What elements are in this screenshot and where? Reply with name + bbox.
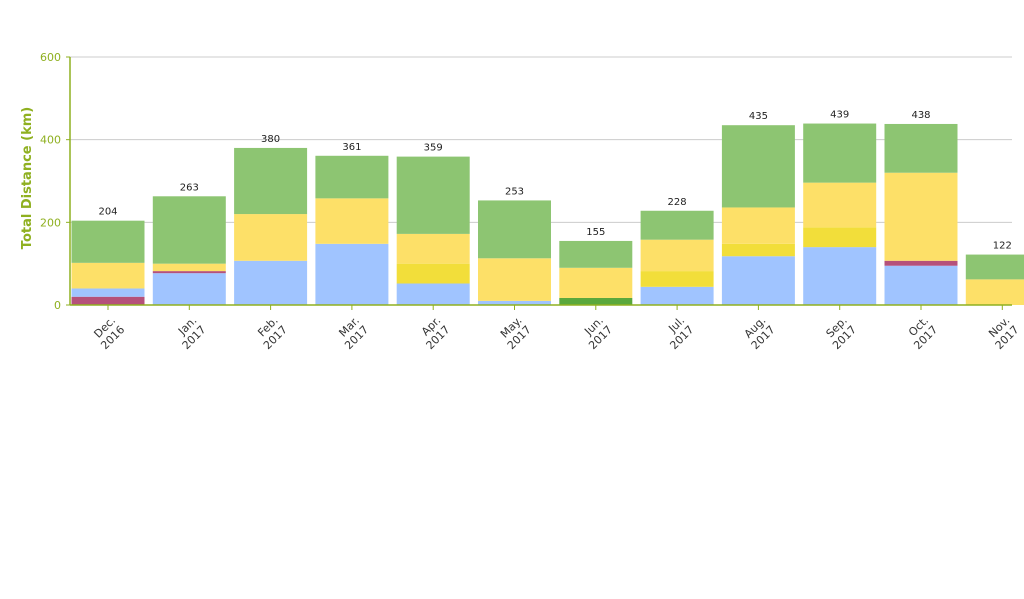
bar-segment[interactable] — [234, 214, 307, 261]
bar-segment[interactable] — [641, 211, 714, 240]
bar-segment[interactable] — [72, 263, 145, 289]
bar-segment[interactable] — [397, 264, 470, 284]
x-tick-label: Oct.2017 — [902, 314, 940, 352]
x-tick-label: Mar.2017 — [333, 314, 371, 352]
bar-segment[interactable] — [722, 244, 795, 256]
bar-segment[interactable] — [315, 156, 388, 199]
bar-total-label: 438 — [911, 110, 930, 121]
x-tick-labels: Dec.2016 Jan.2017 Feb.2017 Mar.2017 Apr.2017… — [89, 305, 1021, 352]
bar-segment[interactable] — [966, 255, 1024, 280]
x-tick-label: Aug.2017 — [740, 314, 778, 352]
bar-segment[interactable] — [153, 271, 226, 273]
bar-segment[interactable] — [885, 124, 958, 173]
bar-segment[interactable] — [234, 148, 307, 214]
bar-segment[interactable] — [478, 200, 551, 258]
bar-segment[interactable] — [72, 221, 145, 263]
x-tick-label: Feb.2017 — [252, 314, 290, 352]
y-tick-labels: 0 200 400 600 — [40, 51, 61, 312]
y-tick-label: 400 — [40, 134, 61, 147]
bar-total-label: 435 — [749, 111, 768, 122]
bar-segment[interactable] — [315, 244, 388, 305]
bar-segment[interactable] — [641, 240, 714, 271]
bar-total-label: 204 — [98, 207, 117, 218]
bar-total-label: 263 — [180, 182, 199, 193]
x-tick-label: Sep.2017 — [821, 314, 859, 352]
bar-segment[interactable] — [885, 266, 958, 305]
x-tick-label: May.2017 — [496, 314, 534, 352]
bar-total-label: 228 — [668, 197, 687, 208]
bar-segment[interactable] — [885, 261, 958, 266]
bar-segment[interactable] — [153, 264, 226, 271]
bar-segment[interactable] — [478, 258, 551, 301]
y-tick-label: 200 — [40, 216, 61, 229]
bar-segment[interactable] — [559, 298, 632, 305]
bars — [72, 124, 1024, 305]
bar-total-label: 359 — [424, 143, 443, 154]
y-tick-label: 600 — [40, 51, 61, 64]
bar-segment[interactable] — [153, 273, 226, 305]
bar-segment[interactable] — [803, 227, 876, 247]
bar-segment[interactable] — [966, 279, 1024, 305]
x-tick-label: Jul.2017 — [658, 314, 696, 352]
bar-segment[interactable] — [641, 287, 714, 305]
bar-segment[interactable] — [803, 124, 876, 183]
bar-segment[interactable] — [315, 198, 388, 243]
bar-segment[interactable] — [641, 271, 714, 287]
bar-segment[interactable] — [885, 173, 958, 261]
bar-total-label: 122 — [993, 241, 1012, 252]
bar-segment[interactable] — [559, 241, 632, 268]
x-tick-label: Dec.2016 — [89, 314, 127, 352]
bar-segment[interactable] — [803, 183, 876, 228]
bar-segment[interactable] — [234, 261, 307, 305]
bar-segment[interactable] — [803, 247, 876, 305]
bar-segment[interactable] — [722, 125, 795, 207]
bar-total-label: 361 — [342, 142, 361, 153]
bar-total-label: 380 — [261, 134, 280, 145]
bar-segment[interactable] — [722, 256, 795, 305]
bar-total-label: 253 — [505, 186, 524, 197]
x-tick-label: Jan.2017 — [170, 314, 208, 352]
bar-segment[interactable] — [72, 288, 145, 296]
bar-segment[interactable] — [397, 284, 470, 305]
y-tick-label: 0 — [54, 299, 61, 312]
bar-segment[interactable] — [559, 268, 632, 298]
bar-segment[interactable] — [153, 196, 226, 263]
bar-total-label: 155 — [586, 227, 605, 238]
x-tick-label: Apr.2017 — [414, 314, 452, 352]
bar-segment[interactable] — [72, 297, 145, 305]
x-tick-label: Jun.2017 — [577, 314, 615, 352]
bar-total-label: 439 — [830, 110, 849, 121]
y-axis-title: Total Distance (km) — [20, 107, 35, 249]
bar-segment[interactable] — [397, 157, 470, 234]
x-tick-label: Nov.2017 — [983, 314, 1021, 352]
bar-segment[interactable] — [722, 207, 795, 243]
bar-segment[interactable] — [397, 234, 470, 264]
